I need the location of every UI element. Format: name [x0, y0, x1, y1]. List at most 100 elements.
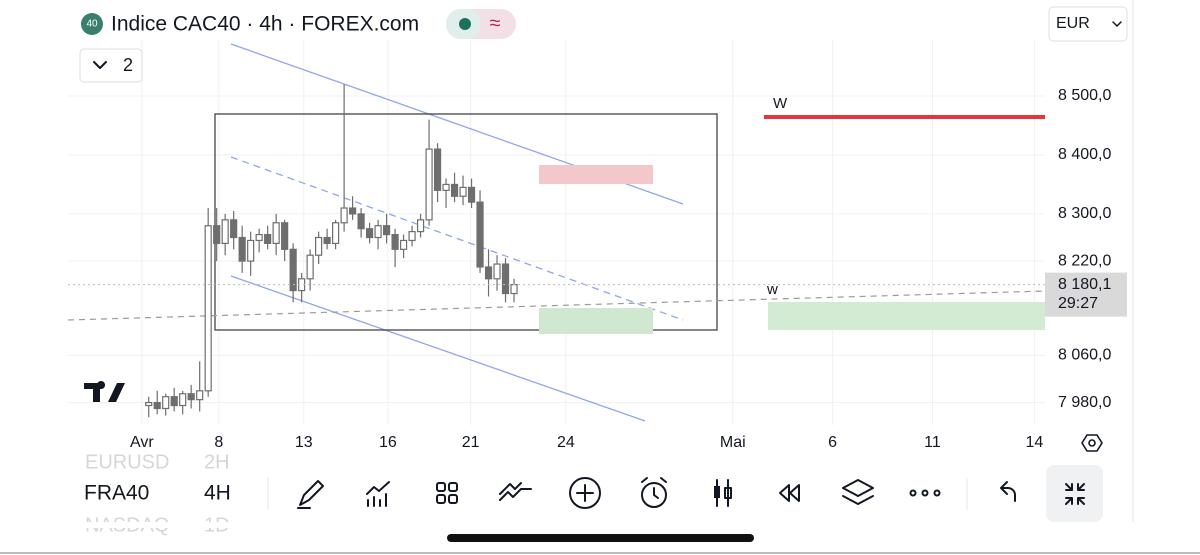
y-tick-label: 8 300,0: [1058, 205, 1111, 222]
channel-bottom: [230, 275, 646, 422]
candle: [187, 384, 195, 409]
candle: [374, 219, 382, 250]
candle-body: [484, 266, 493, 280]
candle-body: [204, 225, 212, 392]
currency: EUR: [1056, 15, 1090, 32]
demand-zone: [768, 302, 1045, 330]
candle-body: [230, 219, 238, 239]
candle: [340, 84, 348, 232]
add[interactable]: [569, 477, 601, 509]
candle-body: [365, 228, 374, 239]
candle: [365, 222, 374, 244]
candle-body: [357, 213, 365, 230]
candle-body: [281, 222, 289, 250]
candle: [255, 228, 263, 253]
currency-select[interactable]: [1048, 6, 1128, 42]
interval-current[interactable]: 4H: [204, 482, 231, 505]
candle-body: [501, 263, 510, 295]
candle: [315, 231, 323, 265]
header: 40 Indice CAC40 · 4h · FOREX.com ≈ 2 EUR: [79, 6, 1128, 83]
candle: [459, 175, 467, 206]
candle-body: [323, 236, 331, 245]
candle: [323, 228, 331, 250]
axes: 7 980,0 8 060,0 8 220,0 8 300,0 8 400,0 8 500…: [68, 87, 1127, 451]
indicators[interactable]: [366, 481, 390, 507]
candle-body: [408, 231, 416, 242]
candle: [433, 143, 442, 203]
x-tick-label: 6: [828, 434, 837, 451]
symbol-badge: [81, 13, 103, 35]
candle: [484, 249, 493, 297]
more: [933, 489, 941, 497]
candle-body: [433, 148, 442, 191]
symbol-current[interactable]: FRA40: [84, 482, 149, 505]
symbol-title: Indice CAC40 · 4h · FOREX.com: [111, 13, 419, 36]
candle: [391, 228, 399, 267]
candle: [399, 234, 408, 259]
objects[interactable]: [842, 479, 874, 505]
candle-body: [213, 225, 221, 245]
candle: [272, 213, 280, 256]
candle-body: [382, 225, 391, 236]
more: [921, 489, 929, 497]
undo[interactable]: [1000, 481, 1016, 502]
candle-body: [399, 239, 408, 250]
x-tick-label: Avr: [130, 434, 154, 451]
candle: [213, 208, 221, 262]
candle: [289, 243, 297, 303]
candle: [179, 390, 187, 415]
candle-body: [315, 236, 323, 256]
candle: [493, 255, 501, 291]
x-tick-label: 21: [462, 434, 480, 451]
alert-hands: [641, 477, 667, 499]
candle: [450, 172, 459, 203]
compare[interactable]: [499, 482, 532, 501]
x-tick-label: 8: [214, 434, 223, 451]
candle: [416, 213, 425, 238]
y-tick-label: 8 060,0: [1058, 347, 1111, 364]
candle-body: [238, 236, 246, 262]
symbol-prev[interactable]: EURUSD: [85, 451, 169, 473]
candle: [476, 190, 484, 273]
candle: [153, 390, 161, 415]
range-box: [214, 113, 718, 331]
candle-body: [306, 254, 314, 280]
candle-body: [221, 219, 229, 245]
alert[interactable]: [641, 482, 667, 508]
axis-settings-dot: [1088, 439, 1096, 447]
candles: [145, 84, 518, 418]
market-open-dot: [459, 18, 471, 30]
y-tick-label: 7 980,0: [1058, 394, 1111, 411]
more[interactable]: [909, 489, 917, 497]
candle: [247, 231, 255, 276]
layout[interactable]: [436, 482, 446, 492]
candle-body: [391, 233, 399, 250]
y-tick-label: 8 500,0: [1058, 87, 1111, 104]
indicators-toggle[interactable]: [79, 48, 143, 83]
replay[interactable]: [779, 484, 800, 502]
candle: [264, 225, 272, 250]
candle: [382, 213, 391, 244]
candle-body: [162, 396, 170, 410]
candle: [408, 225, 416, 247]
candle-body: [264, 233, 272, 245]
chevron: [1112, 21, 1122, 27]
axis-settings[interactable]: [1081, 434, 1103, 452]
fullscreen-exit[interactable]: [1046, 465, 1103, 522]
last-price-tag: [1045, 272, 1127, 317]
candle-body: [416, 219, 425, 233]
x-tick-label: 16: [379, 434, 397, 451]
layout: [448, 482, 458, 492]
draw-tool[interactable]: [297, 480, 324, 509]
demand-zone: [539, 308, 653, 334]
candle-body: [289, 248, 297, 292]
candle-body: [510, 284, 518, 295]
fullscreen-exit-icon: [1065, 483, 1085, 505]
candle-body: [459, 186, 467, 197]
channel-mid: [230, 156, 684, 321]
logo: [84, 381, 125, 402]
candle-body: [196, 390, 204, 401]
x-tick-label: 13: [295, 434, 313, 451]
candle-body: [374, 225, 382, 239]
